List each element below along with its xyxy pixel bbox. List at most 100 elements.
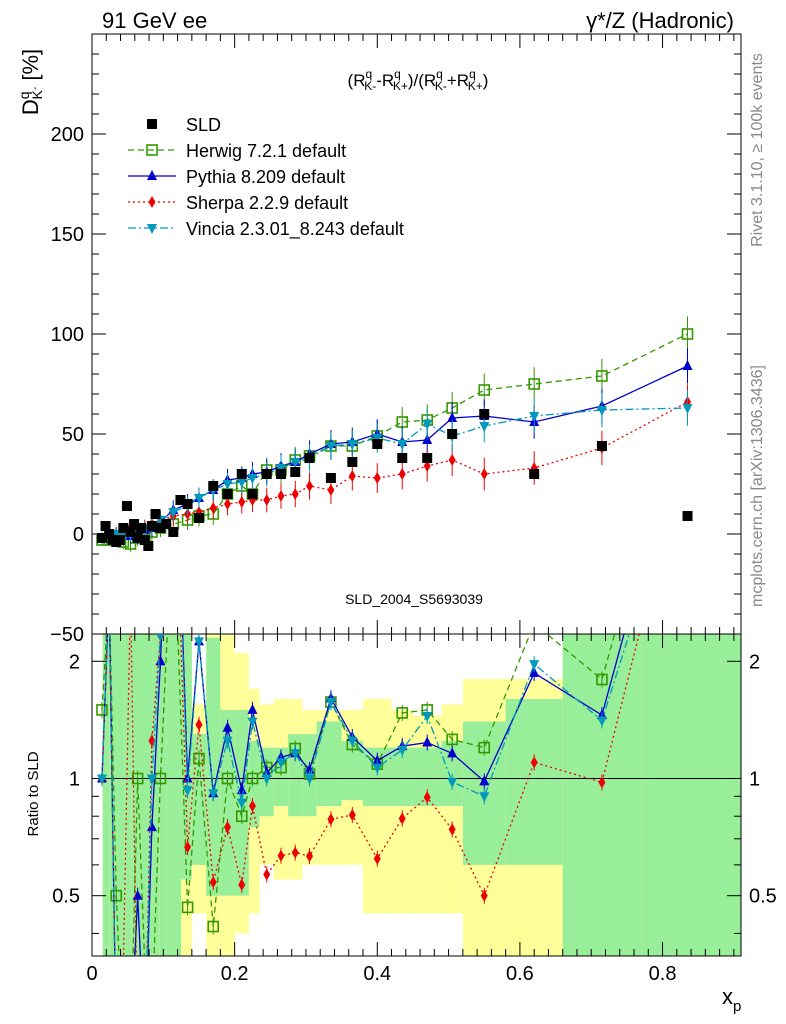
sherpa-point bbox=[263, 494, 271, 506]
band-1sigma bbox=[124, 634, 132, 956]
vincia-point bbox=[479, 422, 490, 432]
legend-vincia-label: Vincia 2.3.01_8.243 default bbox=[186, 219, 404, 240]
vincia-line bbox=[101, 407, 688, 539]
legend-sld-label: SLD bbox=[186, 115, 221, 135]
band-1sigma bbox=[138, 634, 146, 956]
sherpa-ratio-point bbox=[184, 841, 192, 854]
vincia-ratio-point bbox=[596, 716, 607, 727]
herwig-ratio-point bbox=[596, 673, 608, 686]
mcplots-credit-text: mcplots.cern.ch [arXiv:1306.3436] bbox=[749, 365, 766, 607]
sld-point bbox=[236, 469, 247, 479]
vincia-ratio-point bbox=[347, 736, 358, 747]
vincia-ratio-point bbox=[275, 758, 286, 769]
sherpa-ratio-point bbox=[530, 756, 538, 769]
sld-point bbox=[479, 409, 490, 419]
vincia-point bbox=[222, 480, 233, 490]
band-1sigma bbox=[174, 634, 182, 956]
vincia-point bbox=[247, 474, 258, 484]
vincia-ratio-point bbox=[222, 736, 233, 747]
band-1sigma bbox=[441, 740, 463, 806]
band-1sigma bbox=[159, 634, 167, 956]
vincia-point bbox=[682, 404, 693, 414]
sld-point bbox=[118, 523, 129, 533]
sherpa-ratio-point bbox=[327, 813, 335, 826]
vincia-ratio-line bbox=[101, 634, 630, 956]
legend-pythia-label: Pythia 8.209 default bbox=[186, 167, 345, 187]
sherpa-point bbox=[348, 470, 356, 482]
band-1sigma bbox=[505, 699, 563, 865]
ratio-y-axis-label: Ratio to SLD bbox=[25, 751, 42, 836]
band-1sigma bbox=[206, 637, 221, 896]
sherpa-ratio-point bbox=[238, 878, 246, 891]
analysis-id: SLD_2004_S5693039 bbox=[345, 591, 483, 607]
legend-sherpa-label: Sherpa 2.2.9 default bbox=[186, 193, 348, 213]
vincia-point bbox=[347, 440, 358, 450]
vincia-point bbox=[193, 494, 204, 504]
sld-point bbox=[347, 457, 358, 467]
herwig-ratio-point bbox=[221, 772, 234, 785]
sherpa-ratio-point bbox=[598, 776, 606, 789]
sherpa-point bbox=[327, 484, 335, 496]
pythia-ratio-point bbox=[118, 958, 128, 968]
legend-sld-marker bbox=[147, 119, 157, 129]
sherpa-ratio-point bbox=[348, 809, 356, 822]
sherpa-ratio-point bbox=[306, 850, 314, 863]
band-1sigma bbox=[109, 634, 117, 956]
herwig-ratio-point bbox=[207, 920, 220, 933]
sld-point bbox=[447, 429, 458, 439]
sherpa-point bbox=[277, 490, 285, 502]
sherpa-ratio-point bbox=[170, 401, 177, 413]
sherpa-ratio-point bbox=[120, 958, 127, 970]
sherpa-point bbox=[291, 488, 299, 500]
sherpa-point bbox=[306, 480, 314, 492]
vincia-ratio-point bbox=[96, 774, 107, 785]
top-y-tick-label: 100 bbox=[51, 324, 84, 346]
sherpa-point bbox=[480, 468, 488, 480]
x-tick-label: 0 bbox=[86, 963, 97, 985]
sld-point bbox=[304, 453, 315, 463]
legend-herwig-marker bbox=[146, 144, 158, 156]
pythia-ratio-line bbox=[101, 634, 625, 956]
band-1sigma bbox=[116, 634, 125, 956]
pythia-point bbox=[682, 360, 693, 370]
sherpa-ratio-point bbox=[106, 587, 113, 599]
sld-point bbox=[161, 519, 172, 529]
top-y-tick-label: 150 bbox=[51, 224, 84, 246]
vincia-ratio-point bbox=[182, 786, 193, 797]
pythia-ratio-point bbox=[104, 587, 114, 597]
sld-point bbox=[182, 499, 193, 509]
vincia-point bbox=[422, 420, 433, 430]
herwig-ratio-point bbox=[478, 741, 491, 754]
vincia-ratio-point bbox=[479, 792, 490, 803]
herwig-point bbox=[596, 370, 608, 382]
top-y-axis-label: DqK- [%] bbox=[16, 49, 45, 115]
vincia-ratio-point bbox=[372, 763, 383, 774]
band-1sigma bbox=[102, 634, 110, 956]
rivet-version-text: Rivet 3.1.10, ≥ 100k events bbox=[749, 53, 766, 247]
sherpa-point bbox=[238, 496, 246, 508]
vincia-point bbox=[529, 412, 540, 422]
vincia-ratio-point bbox=[261, 774, 272, 785]
pythia-ratio-point bbox=[447, 747, 458, 758]
band-1sigma bbox=[131, 634, 139, 956]
herwig-ratio-point bbox=[193, 752, 205, 765]
sld-point bbox=[155, 523, 166, 533]
band-1sigma bbox=[391, 747, 413, 806]
band-2sigma bbox=[363, 699, 392, 914]
sherpa-ratio-point bbox=[248, 799, 256, 812]
vincia-ratio-point bbox=[290, 749, 301, 760]
pythia-ratio-point bbox=[247, 703, 258, 714]
sherpa-point bbox=[209, 502, 217, 514]
ratio-y-tick-label: 0.5 bbox=[52, 886, 80, 908]
vincia-ratio-point bbox=[397, 745, 408, 756]
sherpa-point bbox=[224, 498, 232, 510]
sherpa-ratio-point bbox=[195, 718, 203, 731]
sld-point bbox=[175, 495, 186, 505]
vincia-ratio-point bbox=[208, 789, 219, 800]
herwig-ratio-point bbox=[104, 588, 114, 598]
band-1sigma bbox=[341, 740, 364, 801]
vincia-point bbox=[236, 478, 247, 488]
ratio-frame bbox=[91, 633, 742, 957]
sld-point bbox=[275, 469, 286, 479]
